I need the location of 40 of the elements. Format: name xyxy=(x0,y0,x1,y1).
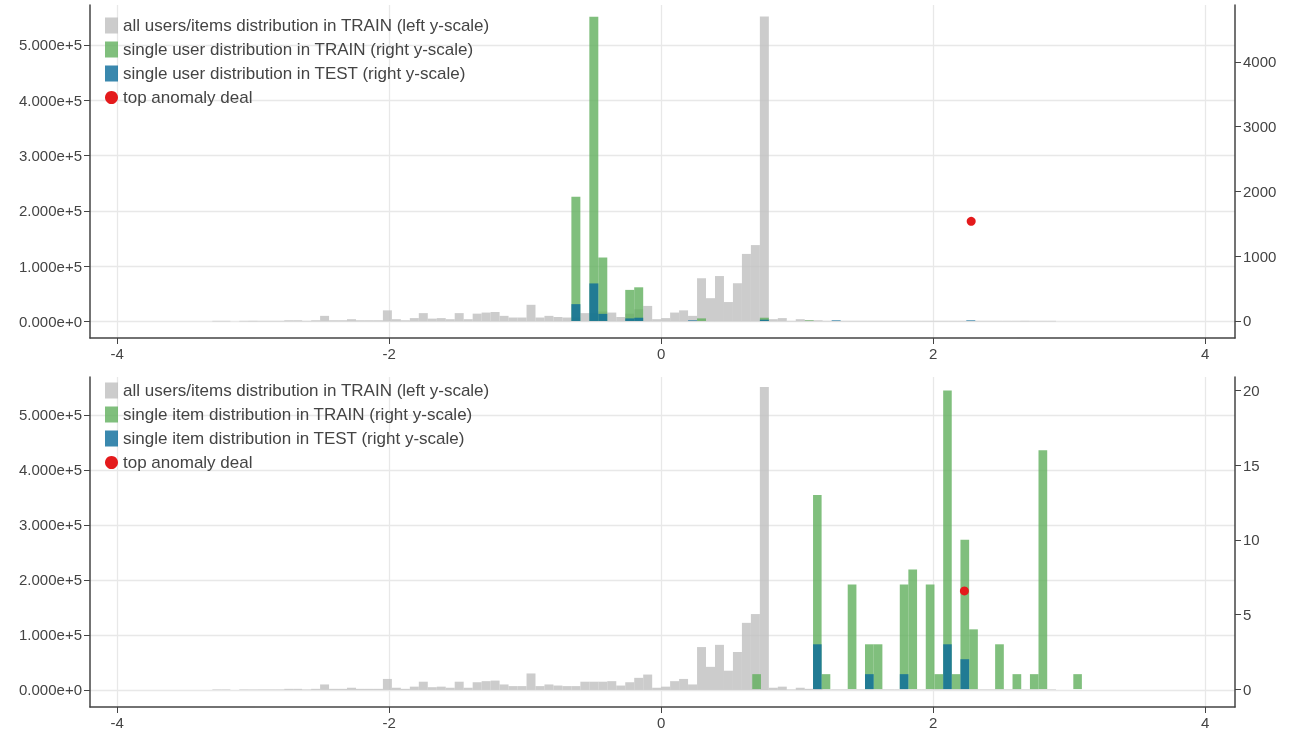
x-tick-label: -4 xyxy=(110,714,124,731)
y2-tick-label: 20 xyxy=(1243,381,1260,399)
legend-label: single user distribution in TEST (right y-scale) xyxy=(123,64,466,83)
y-tick-label: 5.000e+5 xyxy=(19,36,82,54)
y2-tick-label: 0 xyxy=(1243,312,1252,330)
y2-tick-label: 4000 xyxy=(1243,53,1277,71)
x-tick-label: -4 xyxy=(110,345,124,362)
y-tick-label: 2.000e+5 xyxy=(19,202,82,220)
y2-tick-label: 0 xyxy=(1243,680,1252,698)
y-tick-label: 3.000e+5 xyxy=(19,146,82,164)
legend-label: top anomaly deal xyxy=(123,88,253,107)
y-tick-label: 0.000e+0 xyxy=(19,681,82,699)
x-tick-label: 0 xyxy=(656,714,666,731)
legend-label: top anomaly deal xyxy=(123,453,253,472)
x-tick-label: -2 xyxy=(382,345,396,362)
y2-tick-label: 2000 xyxy=(1243,182,1277,200)
y2-tick-label: 3000 xyxy=(1243,118,1277,136)
y2-tick-label: 1000 xyxy=(1243,247,1277,265)
y-tick-label: 1.000e+5 xyxy=(19,626,82,644)
y-tick-label: 2.000e+5 xyxy=(19,571,82,589)
legend-label: single user distribution in TRAIN (right y-scale) xyxy=(123,40,474,59)
legend-label: single item distribution in TRAIN (right y-scale) xyxy=(123,405,473,424)
y-tick-label: 4.000e+5 xyxy=(19,91,82,109)
x-tick-label: 4 xyxy=(1200,345,1210,362)
legend-label: single item distribution in TEST (right y-scale) xyxy=(123,429,465,448)
y2-tick-label: 15 xyxy=(1243,456,1260,474)
y-tick-label: 4.000e+5 xyxy=(19,461,82,479)
x-tick-label: 4 xyxy=(1200,714,1210,731)
legend-label: all users/items distribution in TRAIN (left y-scale) xyxy=(123,381,490,400)
y-tick-label: 0.000e+0 xyxy=(19,312,82,330)
y-tick-label: 1.000e+5 xyxy=(19,257,82,275)
y2-tick-label: 5 xyxy=(1243,605,1252,623)
x-tick-label: 2 xyxy=(928,714,938,731)
y-tick-label: 5.000e+5 xyxy=(19,406,82,424)
y2-tick-label: 10 xyxy=(1243,531,1260,549)
x-tick-label: -2 xyxy=(382,714,396,731)
x-tick-label: 0 xyxy=(656,345,666,362)
y-tick-label: 3.000e+5 xyxy=(19,516,82,534)
legend-label: all users/items distribution in TRAIN (left y-scale) xyxy=(123,16,490,35)
x-tick-label: 2 xyxy=(928,345,938,362)
